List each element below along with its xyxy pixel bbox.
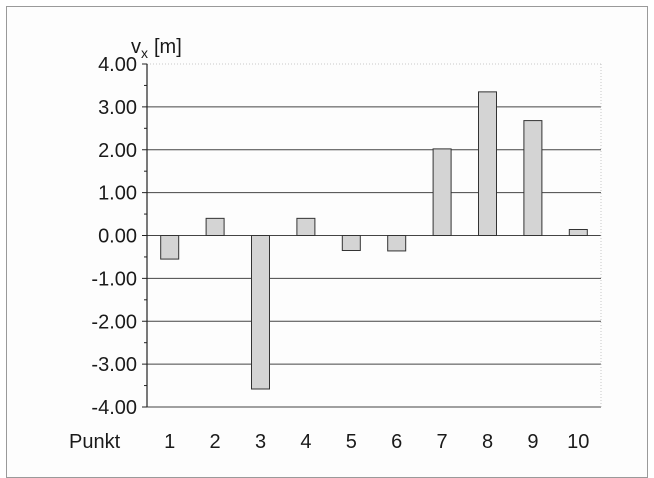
bar-punkt-2	[205, 217, 225, 237]
x-category-label: 4	[300, 431, 311, 453]
bar-punkt-6	[387, 235, 407, 252]
x-category-label: 7	[437, 431, 448, 453]
y-tick-label: -2.00	[91, 311, 137, 333]
x-category-label: 9	[527, 431, 538, 453]
chart-frame: 4.00 3.00 2.00 1.00 0.00 -1.00 -2.00 -3.00 -4.00…	[6, 6, 648, 478]
bar-punkt-9	[523, 120, 543, 236]
x-category-label: 3	[255, 431, 266, 453]
y-tick-label: -1.00	[91, 268, 137, 290]
y-axis	[142, 63, 148, 408]
bar-punkt-10	[568, 228, 588, 236]
x-axis-label: Punkt	[69, 431, 121, 453]
x-category-label: 5	[346, 431, 357, 453]
bar-punkt-8	[478, 91, 497, 237]
y-tick-label: 2.00	[98, 140, 137, 162]
y-tick-label: -4.00	[91, 397, 137, 419]
bar-punkt-4	[296, 217, 316, 237]
bar-punkt-3	[251, 235, 270, 390]
x-category-label: 1	[164, 431, 175, 453]
x-category-labels: 1 2 3 4 5 6 7 8 9 10	[164, 431, 589, 453]
y-tick-label: 3.00	[98, 97, 137, 119]
y-tick-label: -3.00	[91, 354, 137, 376]
x-category-label: 2	[210, 431, 221, 453]
x-category-label: 8	[482, 431, 493, 453]
bar-punkt-5	[341, 235, 361, 252]
y-tick-label: 4.00	[98, 54, 137, 76]
bar-punkt-1	[160, 235, 180, 260]
x-category-label: 6	[391, 431, 402, 453]
y-axis-label: vx [m]	[131, 36, 182, 61]
bars	[160, 91, 588, 390]
y-tick-label: 0.00	[98, 226, 137, 248]
y-tick-label: 1.00	[98, 183, 137, 205]
bar-punkt-7	[432, 148, 452, 236]
x-category-label: 10	[567, 431, 589, 453]
bar-chart: 4.00 3.00 2.00 1.00 0.00 -1.00 -2.00 -3.00 -4.00…	[69, 36, 602, 453]
y-tick-labels: 4.00 3.00 2.00 1.00 0.00 -1.00 -2.00 -3.00 -4.00	[91, 54, 137, 419]
